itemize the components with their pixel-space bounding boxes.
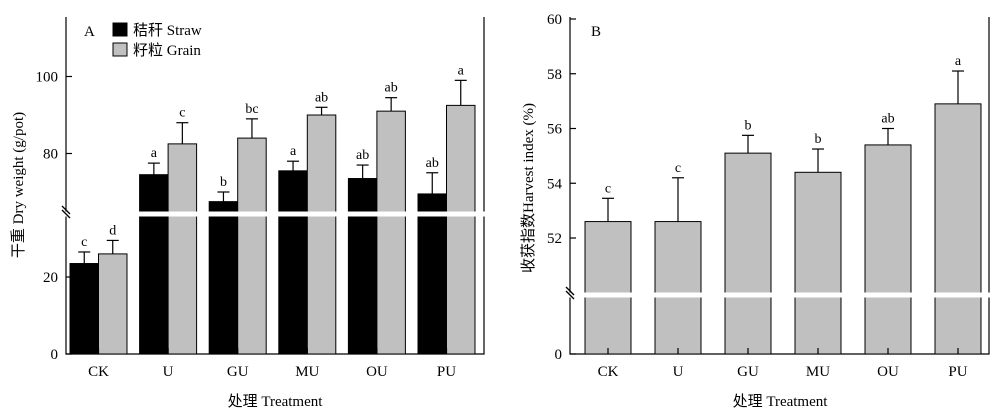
x-tick-label: GU bbox=[227, 364, 249, 380]
x-axis-label: 处理 Treatment bbox=[228, 393, 324, 410]
axis-break-mark bbox=[565, 290, 575, 300]
x-tick-label: U bbox=[163, 364, 174, 380]
bar bbox=[278, 170, 308, 355]
legend-label: 籽粒 Grain bbox=[133, 42, 201, 59]
y-tick-label: 80 bbox=[43, 147, 58, 163]
bar bbox=[139, 174, 169, 355]
significance-letter: ab bbox=[426, 156, 439, 171]
bar bbox=[446, 104, 476, 355]
panel-b-axes-frame bbox=[569, 17, 990, 355]
x-tick-label: CK bbox=[88, 364, 109, 380]
legend: 秸秆 Straw 籽粒 Grain bbox=[112, 22, 202, 59]
bar bbox=[237, 137, 267, 355]
axis-break-band bbox=[569, 292, 990, 298]
significance-letter: d bbox=[109, 223, 116, 238]
bar bbox=[417, 193, 447, 355]
x-tick-label: MU bbox=[295, 364, 319, 380]
panel-label: A bbox=[84, 24, 95, 40]
y-tick-label: 60 bbox=[547, 12, 562, 28]
y-tick-label: 20 bbox=[43, 270, 58, 286]
y-axis-label: 干重 Dry weight (g/pot) bbox=[10, 112, 27, 258]
bar bbox=[208, 201, 239, 355]
bar bbox=[864, 144, 912, 355]
significance-letter: b bbox=[815, 132, 822, 147]
axis-break-mark bbox=[61, 205, 71, 215]
significance-letter: c bbox=[605, 181, 611, 196]
x-axis-label: 处理 Treatment bbox=[733, 393, 829, 410]
significance-letter: b bbox=[745, 118, 752, 133]
axis-break-mark bbox=[565, 286, 575, 296]
significance-letter: b bbox=[220, 175, 227, 190]
axis-break-band bbox=[65, 211, 485, 217]
panel-a: 0 20 80 100 c d CK a c Ub bc GU a ab MU ab ab OU ab a PU A 秸秆 … bbox=[10, 17, 485, 410]
x-tick-label: GU bbox=[737, 364, 759, 380]
bar bbox=[347, 178, 378, 355]
y-tick-label: 54 bbox=[547, 176, 563, 192]
significance-letter: ab bbox=[881, 112, 894, 127]
significance-letter: ab bbox=[385, 81, 398, 96]
significance-letter: ab bbox=[315, 90, 328, 105]
y-tick-label: 56 bbox=[547, 122, 563, 138]
y-tick-label: 100 bbox=[36, 70, 59, 86]
bar bbox=[98, 253, 128, 355]
panel-label: B bbox=[591, 24, 601, 40]
y-axis-label: 收获指数Harvest index (%) bbox=[520, 103, 537, 273]
y-tick-label: 0 bbox=[555, 347, 563, 363]
significance-letter: a bbox=[458, 63, 465, 78]
significance-letter: bc bbox=[245, 102, 258, 117]
x-tick-label: PU bbox=[437, 364, 456, 380]
bar bbox=[724, 152, 772, 355]
x-tick-label: PU bbox=[948, 364, 967, 380]
legend-swatch bbox=[112, 42, 128, 57]
significance-letter: c bbox=[675, 161, 681, 176]
x-tick-label: U bbox=[673, 364, 684, 380]
legend-swatch bbox=[112, 22, 128, 37]
bar bbox=[934, 103, 982, 355]
bar bbox=[69, 263, 99, 355]
y-tick-label: 0 bbox=[51, 347, 59, 363]
x-tick-label: MU bbox=[806, 364, 830, 380]
significance-letter: ab bbox=[356, 148, 369, 163]
significance-letter: a bbox=[290, 144, 297, 159]
significance-letter: a bbox=[151, 146, 158, 161]
bar bbox=[654, 221, 702, 355]
panel-a-axes-frame bbox=[65, 17, 485, 355]
significance-letter: c bbox=[81, 235, 87, 250]
x-tick-label: CK bbox=[598, 364, 619, 380]
axis-break-mark bbox=[61, 209, 71, 219]
bar bbox=[584, 221, 632, 355]
y-tick-label: 58 bbox=[547, 67, 562, 83]
bar bbox=[306, 114, 337, 355]
legend-label: 秸秆 Straw bbox=[133, 22, 202, 39]
bar bbox=[167, 143, 198, 355]
bar bbox=[794, 171, 842, 355]
significance-letter: a bbox=[955, 54, 962, 69]
panel-b: 0 52 54 56 58 60 c CK c Ub GU b MU ab OU a PU B 处理 Treatme… bbox=[520, 12, 990, 410]
x-tick-label: OU bbox=[877, 364, 899, 380]
bar bbox=[376, 110, 406, 355]
y-tick-label: 52 bbox=[547, 231, 562, 247]
significance-letter: c bbox=[179, 106, 185, 121]
x-tick-label: OU bbox=[366, 364, 388, 380]
